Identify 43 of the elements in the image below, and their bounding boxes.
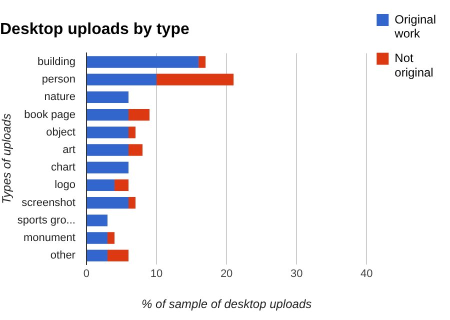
y-axis-title: Types of uploads: [0, 114, 14, 204]
x-tick-label: 30: [290, 268, 303, 280]
x-tick-label: 10: [150, 268, 163, 280]
bar: [86, 91, 129, 104]
bar: [86, 232, 108, 244]
bar: [86, 250, 108, 262]
bar: [128, 196, 136, 209]
x-tick-label: 40: [360, 268, 373, 280]
bar: [86, 126, 129, 138]
y-tick-label: person: [42, 74, 76, 86]
bar: [86, 214, 108, 226]
bar: [86, 196, 129, 209]
y-tick-label: sports gro...: [17, 214, 76, 226]
bar: [156, 74, 234, 86]
bar: [128, 108, 150, 121]
x-tick-label: 20: [220, 268, 233, 280]
y-tick-label: art: [62, 144, 76, 156]
y-tick-label: monument: [23, 232, 76, 244]
y-tick-label: screenshot: [22, 196, 76, 209]
y-tick-label: book page: [24, 108, 76, 121]
y-tick-label: building: [38, 56, 76, 68]
bar: [128, 144, 143, 156]
bar: [86, 74, 157, 86]
y-tick-label: object: [46, 126, 76, 138]
bar: [86, 144, 129, 156]
bar: [86, 162, 129, 174]
bar: [198, 56, 206, 68]
bar: [128, 126, 136, 138]
bar: [114, 179, 129, 192]
bar: [86, 108, 129, 121]
bar: [107, 232, 114, 244]
bar: [107, 250, 129, 262]
bar: [86, 56, 199, 68]
legend-label: Not original: [394, 51, 434, 80]
bar: [86, 179, 114, 192]
x-axis-title: % of sample of desktop uploads: [142, 297, 312, 312]
chart-title: Desktop uploads by type: [0, 21, 190, 38]
x-tick-label: 0: [83, 268, 90, 280]
y-tick-label: other: [50, 250, 76, 262]
legend-label: Original work: [394, 12, 436, 41]
y-tick-label: nature: [44, 91, 76, 104]
y-tick-label: chart: [51, 162, 76, 174]
y-tick-label: logo: [54, 179, 76, 192]
